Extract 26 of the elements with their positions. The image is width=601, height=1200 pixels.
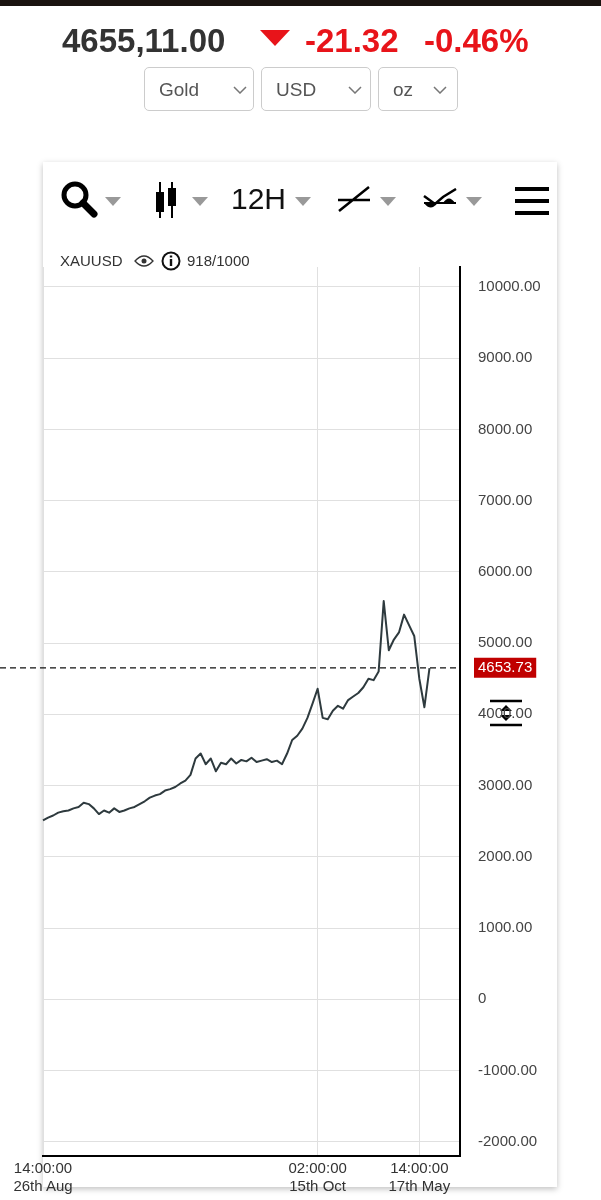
y-tick-label: 10000.00 <box>478 277 541 295</box>
y-tick-label: 1000.00 <box>478 918 533 936</box>
y-tick-label: -1000.00 <box>478 1060 538 1078</box>
y-tick-label: 4000.00 <box>478 704 533 722</box>
text: -0.46% <box>424 22 529 60</box>
y-tick-label: 2000.00 <box>478 846 533 864</box>
text: -21.32 <box>305 22 399 60</box>
x-tick-label: 14:00:00 17th May <box>388 1159 451 1195</box>
y-tick-label: 6000.00 <box>478 562 533 580</box>
ref-line-label: 4653.73 <box>478 657 533 675</box>
x-tick-label: 02:00:00 15th Oct <box>288 1159 347 1195</box>
text: USD <box>261 67 371 111</box>
y-tick-label: 7000.00 <box>478 490 533 508</box>
text: Gold <box>144 67 254 111</box>
y-tick-label: 9000.00 <box>478 348 533 366</box>
text: 12H <box>231 182 287 216</box>
x-tick-label: 14:00:00 26th Aug <box>13 1159 73 1195</box>
y-tick-label: 5000.00 <box>478 633 533 651</box>
y-tick-label: 3000.00 <box>478 775 533 793</box>
annotation: 918/1000 <box>187 252 250 269</box>
annotation: XAUUSD <box>60 252 123 269</box>
y-tick-label: 8000.00 <box>478 419 533 437</box>
chart-title: 4655,11.00 <box>62 22 226 60</box>
text: oz <box>378 67 458 111</box>
y-tick-label: 0 <box>478 989 487 1007</box>
y-tick-label: -2000.00 <box>478 1131 538 1149</box>
